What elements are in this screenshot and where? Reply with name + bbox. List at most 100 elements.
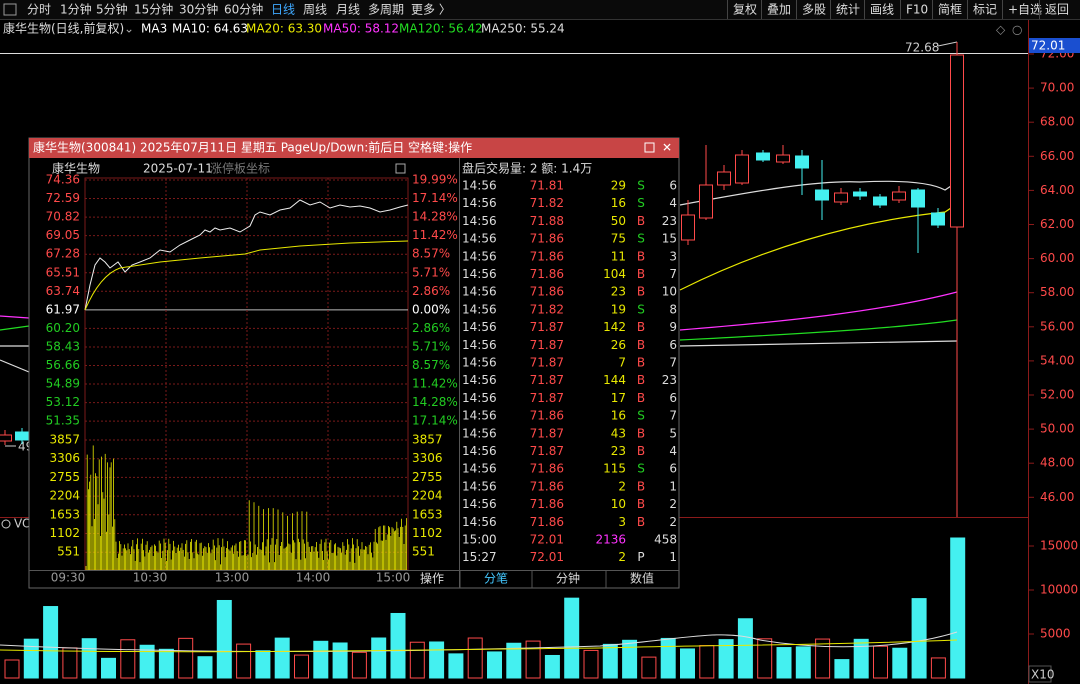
toolbar-button[interactable]: 标记 (973, 3, 997, 17)
trade-price: 71.88 (530, 214, 564, 228)
volume-bar (737, 618, 753, 679)
trade-count: 7 (669, 267, 677, 281)
ma-line (0, 315, 30, 319)
ma-label: MA250: 55.24 (481, 22, 565, 36)
volume-bar (62, 647, 78, 679)
toolbar-tab[interactable]: 更多 〉 (411, 3, 451, 17)
toolbar-tab[interactable]: 月线 (336, 3, 360, 17)
pct-label: 8.57% (412, 358, 450, 372)
trade-price: 71.87 (530, 320, 564, 334)
price-label: 63.74 (46, 284, 80, 298)
price-label: 69.05 (46, 228, 80, 242)
trade-volume: 144 (603, 373, 626, 387)
trade-time: 14:56 (462, 214, 497, 228)
toolbar-tab[interactable]: 30分钟 (179, 2, 218, 17)
trade-time: 14:56 (462, 196, 497, 210)
volume-bar (294, 654, 309, 679)
candle-body (795, 155, 809, 169)
pct-label: 17.14% (412, 414, 458, 428)
toolbar-tab[interactable]: 日线 (271, 3, 295, 17)
trade-header: 盘后交易量: 2 额: 1.4万 (462, 161, 592, 176)
trade-count: 23 (662, 373, 677, 387)
volume-bar (815, 638, 831, 679)
trade-volume: 23 (611, 285, 626, 299)
volume-ma (0, 631, 958, 653)
candle-body (15, 431, 29, 441)
volume-bar (564, 597, 580, 679)
toolbar-tab[interactable]: 分时 (27, 3, 51, 17)
volume-label: 2755 (412, 470, 443, 484)
toolbar-button[interactable]: 叠加 (767, 3, 791, 17)
volume-bar (930, 657, 946, 679)
volume-label: 551 (412, 545, 435, 559)
trade-time: 14:56 (462, 267, 497, 281)
volume-ma (0, 639, 958, 653)
menu-icon[interactable] (3, 3, 17, 16)
volume-bar (351, 651, 367, 679)
volume-bar (718, 639, 734, 679)
toolbar-tab[interactable]: 15分钟 (134, 2, 173, 17)
toolbar-button[interactable]: +自选 (1008, 3, 1042, 17)
toolbar-button[interactable]: 复权 (733, 3, 757, 17)
volume-bar (487, 651, 502, 679)
volume-icon (1, 519, 11, 529)
candle-body (931, 212, 945, 226)
toolbar-button[interactable]: 返回 (1045, 3, 1069, 17)
toolbar-button[interactable]: 简框 (938, 3, 962, 17)
trade-time: 14:56 (462, 302, 497, 316)
toolbar-tab[interactable]: 5分钟 (96, 2, 128, 17)
trade-volume: 23 (611, 444, 626, 458)
trade-price: 71.82 (530, 196, 564, 210)
ma-label: MA120: 56.42 (399, 22, 483, 36)
popup-close[interactable]: ✕ (662, 141, 672, 155)
time-label: 10:30 (133, 571, 168, 585)
toolbar-tab[interactable]: 1分钟 (60, 2, 92, 17)
volume-label: 2204 (49, 489, 80, 503)
ma-label: MA10: 64.63 (172, 22, 248, 36)
trade-count: 9 (669, 320, 677, 334)
toolbar-button[interactable]: 多股 (802, 3, 826, 17)
dropdown-icon[interactable]: ⌄ (124, 22, 134, 36)
toolbar-tab[interactable]: 周线 (303, 3, 327, 17)
volume-bar (873, 645, 888, 679)
trade-count: 7 (669, 409, 677, 423)
popup-tab[interactable]: 操作 (420, 571, 444, 586)
icon[interactable]: ○ (1012, 23, 1022, 37)
popup-max[interactable] (644, 142, 655, 153)
trade-volume: 19 (611, 302, 626, 316)
trade-price: 71.87 (530, 338, 564, 352)
trade-side: B (637, 391, 645, 405)
trade-time: 14:56 (462, 373, 497, 387)
price-label: 74.36 (46, 173, 80, 187)
popup-tab[interactable]: 分笔 (484, 571, 508, 586)
toolbar-button[interactable]: 统计 (836, 3, 860, 17)
volume-bar (950, 537, 966, 679)
ma-line (0, 359, 30, 373)
toolbar-button[interactable]: F10 (906, 3, 928, 17)
toolbar-button[interactable]: 画线 (870, 3, 894, 17)
trade-side: B (637, 426, 645, 440)
icon[interactable]: ◇ (996, 23, 1006, 37)
price-label: 54.89 (46, 377, 80, 391)
last-price-box (1029, 38, 1080, 53)
trade-price: 71.86 (530, 479, 564, 493)
trade-price: 71.86 (530, 409, 564, 423)
pct-label: 5.71% (412, 265, 450, 279)
price-axis-label: 70.00 (1040, 81, 1074, 95)
volume-bar (448, 653, 464, 679)
trade-price: 71.86 (530, 285, 564, 299)
price-axis-label: 64.00 (1040, 183, 1074, 197)
popup-icon[interactable] (395, 163, 406, 174)
toolbar-tab[interactable]: 60分钟 (224, 2, 263, 17)
popup-tab[interactable]: 分钟 (556, 571, 580, 586)
toolbar-tab[interactable]: 多周期 (368, 3, 404, 17)
pct-label: 17.14% (412, 191, 458, 205)
toolbar-bg (0, 0, 1080, 19)
trade-time: 14:56 (462, 391, 497, 405)
popup-tab[interactable]: 数值 (630, 571, 654, 586)
trade-time: 15:00 (462, 533, 497, 547)
trade-price: 71.87 (530, 426, 564, 440)
volume-label: 1102 (49, 526, 80, 540)
price-label: 67.28 (46, 247, 80, 261)
trade-time: 14:56 (462, 232, 497, 246)
